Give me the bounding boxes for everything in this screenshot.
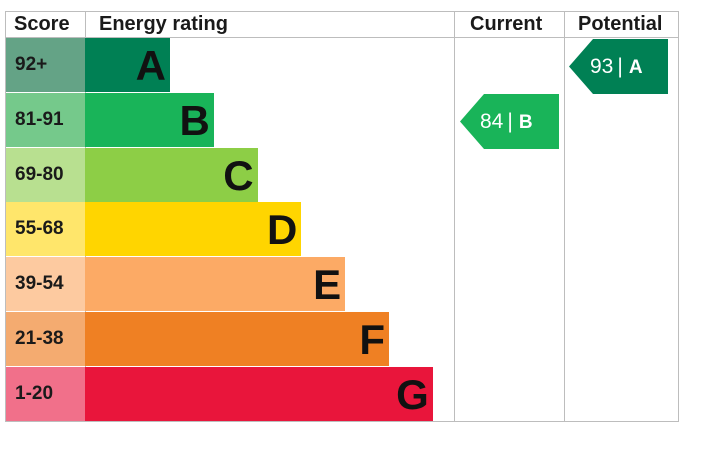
- score-header: Score: [14, 13, 70, 35]
- score-range-c: 69-80: [6, 147, 85, 202]
- potential-column-divider: [564, 11, 565, 422]
- potential-arrow-shape: [569, 39, 668, 94]
- header-divider: [5, 37, 679, 38]
- energy-rating-header: Energy rating: [99, 13, 228, 35]
- score-range-g: 1-20: [6, 366, 85, 421]
- score-range-f: 21-38: [6, 312, 85, 366]
- rating-bar-a: A: [85, 38, 170, 92]
- current-column-divider: [454, 11, 455, 422]
- rating-bar-d: D: [85, 202, 302, 257]
- current-arrow-shape: [460, 94, 559, 149]
- potential-header: Potential: [578, 13, 663, 35]
- rating-bar-b: B: [85, 92, 214, 147]
- rating-bar-f: F: [85, 312, 389, 366]
- potential-band-letter: A: [628, 57, 643, 78]
- current-score-value: 84: [480, 110, 504, 133]
- potential-separator: |: [617, 55, 623, 78]
- current-rating-arrow: [460, 94, 559, 149]
- current-header: Current: [470, 13, 543, 35]
- rating-bar-g: G: [85, 366, 433, 421]
- score-range-b: 81-91: [6, 92, 85, 147]
- current-separator: |: [507, 110, 513, 133]
- potential-rating-arrow: [569, 39, 668, 94]
- rating-bar-e: E: [85, 257, 346, 312]
- rating-bar-c: C: [85, 147, 258, 202]
- score-range-e: 39-54: [6, 257, 85, 312]
- score-range-d: 55-68: [6, 202, 85, 257]
- score-range-a: 92+: [6, 38, 85, 92]
- current-band-letter: B: [518, 112, 533, 133]
- potential-score-value: 93: [590, 55, 614, 78]
- epc-chart-frame: [5, 11, 679, 422]
